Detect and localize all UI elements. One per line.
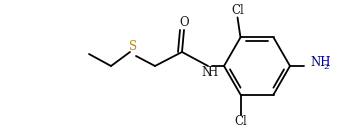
Text: H: H: [207, 65, 217, 79]
Text: S: S: [129, 41, 137, 54]
Text: O: O: [179, 16, 189, 29]
Text: NH: NH: [310, 56, 331, 69]
Text: 2: 2: [323, 63, 328, 71]
Text: Cl: Cl: [231, 4, 244, 17]
Text: Cl: Cl: [234, 115, 247, 128]
Text: N: N: [202, 65, 212, 79]
